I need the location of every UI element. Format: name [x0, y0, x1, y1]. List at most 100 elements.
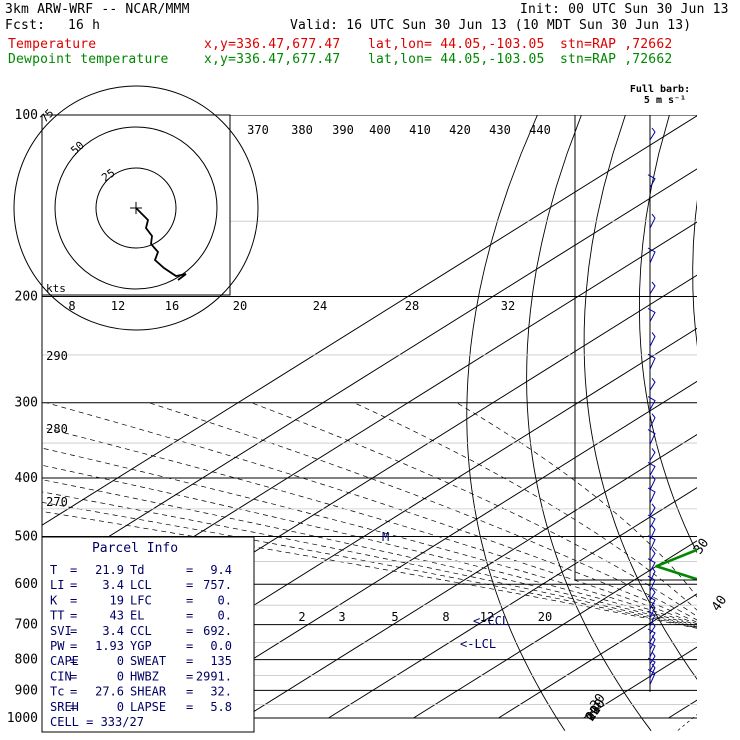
pressure-tick-label: 200: [15, 290, 38, 305]
parcel-param-value: 3.4: [102, 624, 124, 638]
speed-axis-label: 12: [111, 299, 125, 313]
pressure-tick-label: 700: [15, 618, 38, 633]
wind-barb: [647, 308, 656, 322]
parcel-param-eq: =: [70, 639, 77, 653]
parcel-param-eq: =: [186, 639, 193, 653]
legend-dewpoint-station: stn=RAP ,72662: [560, 52, 673, 67]
parcel-cell: CELL = 333/27: [50, 715, 144, 729]
wind-barb: [649, 332, 656, 347]
parcel-param-label: Td: [130, 563, 144, 577]
wind-barb: [647, 247, 656, 264]
model-title: 3km ARW-WRF -- NCAR/MMM: [5, 2, 190, 17]
pressure-tick-label: 1000: [7, 711, 38, 726]
right-frame: [574, 115, 697, 581]
wind-barb: [647, 669, 656, 685]
dry-adiabat: [526, 115, 652, 732]
wind-barb: [649, 475, 656, 490]
parcel-param-label: HWBZ: [130, 669, 159, 683]
legend-temperature-xy: x,y=336.47,677.47: [204, 37, 341, 52]
wind-barb: [649, 587, 656, 601]
parcel-param-label: CAPE: [50, 654, 79, 668]
hodograph-units: kts: [46, 282, 66, 295]
parcel-param-value: 0.: [218, 609, 232, 623]
isotherm-label: 40: [709, 593, 730, 614]
moist-adiabat: [42, 464, 697, 627]
pressure-tick-label: 800: [15, 653, 38, 668]
wind-barb: [649, 503, 656, 517]
parcel-param-label: CIN: [50, 669, 72, 683]
parcel-param-label: SHEAR: [130, 685, 167, 699]
parcel-param-value: 19: [110, 593, 124, 607]
parcel-param-eq: =: [70, 700, 77, 714]
valid-time: Valid: 16 UTC Sun 30 Jun 13 (10 MDT Sun …: [290, 18, 692, 33]
speed-axis-label: 24: [313, 299, 327, 313]
mixing-ratio-label: 3: [338, 610, 345, 624]
isotherm: [243, 433, 697, 719]
isotherm-label: 10: [583, 703, 604, 724]
wind-barb: [647, 353, 656, 370]
parcel-param-value: 0.0: [210, 639, 232, 653]
parcel-param-label: SWEAT: [130, 654, 166, 668]
parcel-param-value: 0: [117, 654, 124, 668]
legend-temperature-station: stn=RAP ,72662: [560, 37, 673, 52]
mixing-ratio-label: 20: [538, 610, 552, 624]
theta-label: 410: [409, 123, 431, 137]
wind-barb: [649, 549, 656, 562]
wind-barb-title: Full barb:: [630, 84, 690, 95]
lcl-marker: <-CCL: [473, 614, 509, 628]
pressure-tick-label: 500: [15, 529, 38, 544]
theta-label: 400: [369, 123, 391, 137]
speed-axis-label: 8: [68, 299, 75, 313]
parcel-param-value: 692.: [203, 624, 232, 638]
parcel-param-eq: =: [186, 578, 193, 592]
parcel-param-eq: =: [70, 624, 77, 638]
wind-barb: [649, 663, 656, 679]
parcel-param-eq: =: [70, 609, 77, 623]
parcel-param-eq: =: [70, 578, 77, 592]
pressure-tick-label: 400: [15, 471, 38, 486]
parcel-param-eq: =: [186, 609, 193, 623]
wind-barb: [647, 514, 656, 529]
parcel-param-eq: =: [186, 654, 193, 668]
wind-barb: [649, 377, 656, 391]
parcel-param-value: 757.: [203, 578, 232, 592]
wind-barb: [647, 628, 656, 643]
parcel-param-label: T: [50, 563, 57, 577]
parcel-param-value: 32.: [210, 685, 232, 699]
isotherm: [668, 699, 697, 719]
legend-dewpoint-name: Dewpoint temperature: [8, 52, 169, 67]
parcel-info-title: Parcel Info: [92, 541, 178, 556]
parcel-param-eq: =: [70, 669, 77, 683]
moist-adiabat: [148, 402, 697, 621]
isotherm: [42, 168, 697, 579]
parcel-param-label: SREH: [50, 700, 79, 714]
wind-barb: [647, 558, 656, 572]
mixing-ratio-label: 5: [391, 610, 398, 624]
moist-adiabat: [353, 402, 697, 611]
wind-barb: [647, 174, 656, 188]
theta-label: 270: [46, 495, 68, 509]
legend-dewpoint-latlon: lat,lon= 44.05,-103.05: [368, 52, 545, 67]
dry-adiabat: [466, 115, 566, 732]
parcel-param-value: 21.9: [95, 563, 124, 577]
hodograph-ring: [54, 126, 218, 290]
parcel-param-label: SVI: [50, 624, 72, 638]
legend-temperature-latlon: lat,lon= 44.05,-103.05: [368, 37, 545, 52]
forecast-hour: 16 h: [68, 18, 101, 33]
parcel-param-value: 135: [210, 654, 232, 668]
moist-adiabat: [42, 479, 697, 628]
parcel-param-label: EL: [130, 609, 144, 623]
wind-barb: [649, 127, 656, 141]
parcel-param-value: 0: [117, 700, 124, 714]
parcel-param-label: CCL: [130, 624, 152, 638]
wind-barb-subtitle: 5 m s⁻¹: [644, 95, 686, 106]
parcel-param-value: 43: [110, 609, 124, 623]
theta-label: 420: [449, 123, 471, 137]
wind-barb: [649, 281, 656, 295]
parcel-param-eq: =: [70, 685, 77, 699]
isotherm: [42, 115, 697, 526]
hodograph-ring: [95, 167, 177, 249]
dry-adiabat: [638, 115, 697, 554]
dry-adiabat: [583, 115, 697, 680]
